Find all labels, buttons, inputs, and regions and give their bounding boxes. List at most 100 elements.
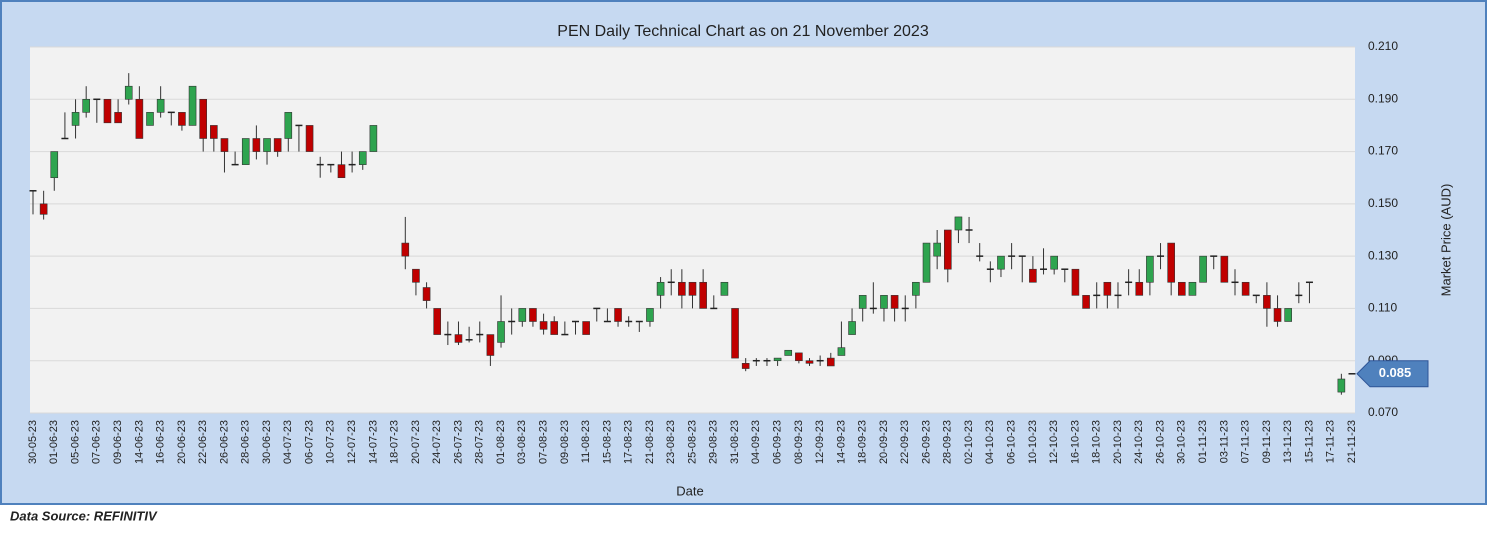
candle-body	[305, 125, 314, 152]
candle-body	[922, 242, 931, 283]
x-tick-label: 23-08-23	[665, 420, 677, 464]
candle-body	[231, 163, 239, 166]
candle-body	[710, 307, 718, 310]
candle-body	[593, 307, 601, 310]
candle-body	[93, 98, 101, 101]
x-tick-label: 07-08-23	[537, 420, 549, 464]
candle-body	[1157, 255, 1165, 257]
x-tick-label: 28-09-23	[942, 420, 954, 464]
candle-body	[667, 281, 675, 284]
candle-body	[752, 359, 760, 362]
candle-body	[880, 295, 888, 309]
x-tick-label: 29-08-23	[708, 420, 720, 464]
candle-body	[316, 163, 324, 166]
candle-body	[273, 138, 282, 152]
candle-body	[284, 112, 293, 139]
x-tick-label: 31-08-23	[729, 420, 741, 464]
candle-body	[550, 321, 559, 335]
y-tick-label: 0.070	[1368, 405, 1398, 419]
candle-body	[199, 98, 207, 139]
candle-body	[1114, 294, 1122, 297]
candle-body	[465, 339, 473, 341]
y-tick-label: 0.210	[1368, 39, 1398, 53]
x-tick-label: 15-11-23	[1303, 420, 1315, 463]
x-tick-label: 26-10-23	[1154, 420, 1166, 464]
candle-body	[50, 151, 59, 179]
candle-body	[635, 320, 643, 323]
x-tick-label: 01-06-23	[48, 420, 60, 464]
x-tick-label: 09-11-23	[1261, 420, 1273, 463]
candle-body	[1008, 255, 1016, 257]
x-tick-label: 16-06-23	[155, 420, 167, 464]
x-tick-label: 01-11-23	[1197, 420, 1209, 463]
candle-body	[327, 163, 335, 166]
candle-body	[210, 125, 218, 139]
candle-body	[943, 229, 952, 270]
candle-body	[656, 281, 665, 296]
x-tick-label: 26-09-23	[920, 420, 932, 464]
candle-body	[167, 111, 175, 114]
candle-body	[1135, 281, 1144, 296]
x-tick-label: 04-09-23	[750, 420, 762, 464]
candle-body	[1082, 295, 1090, 309]
x-tick-label: 04-10-23	[984, 420, 996, 464]
candle-body	[954, 216, 963, 231]
candle-body	[1348, 373, 1356, 375]
candle-body	[561, 333, 569, 336]
x-tick-label: 03-08-23	[516, 420, 528, 464]
candle-body	[518, 308, 527, 322]
candle-body	[1178, 281, 1186, 296]
candle-body	[571, 320, 579, 323]
candle-body	[858, 295, 867, 309]
candle-body	[29, 190, 37, 192]
x-tick-label: 28-06-23	[240, 420, 252, 464]
y-tick-label: 0.170	[1368, 144, 1398, 158]
x-tick-label: 12-10-23	[1048, 420, 1060, 464]
candle-body	[731, 308, 739, 359]
x-tick-label: 21-08-23	[644, 420, 656, 464]
candle-body	[1188, 281, 1197, 296]
candle-body	[82, 98, 90, 113]
x-tick-label: 03-11-23	[1218, 420, 1230, 463]
x-tick-label: 04-07-23	[282, 420, 294, 464]
candle-body	[1125, 281, 1133, 284]
candle-body	[1220, 255, 1229, 283]
candle-body	[1199, 255, 1207, 283]
candle-body	[412, 268, 420, 283]
candle-body	[997, 255, 1005, 270]
x-tick-label: 17-11-23	[1325, 420, 1337, 463]
candle-body	[422, 287, 431, 301]
candle-body	[976, 255, 984, 257]
x-tick-label: 08-09-23	[793, 420, 805, 464]
y-tick-label: 0.130	[1368, 248, 1398, 262]
x-tick-label: 12-07-23	[346, 420, 358, 464]
x-tick-label: 09-06-23	[112, 420, 124, 464]
candle-body	[986, 268, 994, 270]
x-tick-label: 21-11-23	[1346, 420, 1358, 463]
candle-body	[1061, 268, 1069, 270]
x-tick-label: 16-10-23	[1069, 420, 1081, 464]
x-tick-label: 18-09-23	[857, 420, 869, 464]
candle-body	[826, 357, 835, 367]
candle-body	[1040, 268, 1048, 270]
candle-body	[1050, 255, 1058, 270]
candle-body	[124, 85, 133, 100]
candle-body	[241, 138, 250, 165]
candle-body	[763, 359, 771, 362]
candle-body	[103, 98, 112, 124]
source-note: Data Source: REFINITIV	[10, 508, 158, 523]
candle-body	[369, 125, 378, 152]
candle-body	[337, 164, 346, 179]
x-tick-label: 30-05-23	[27, 420, 39, 464]
x-tick-label: 10-07-23	[325, 420, 337, 464]
candle-body	[156, 98, 165, 113]
y-tick-label: 0.190	[1368, 91, 1398, 105]
candle-body	[486, 334, 495, 356]
x-tick-label: 22-06-23	[197, 420, 209, 464]
candle-body	[476, 333, 484, 336]
candle-body	[252, 138, 261, 152]
candle-body	[1071, 268, 1080, 296]
candle-body	[699, 281, 707, 309]
x-tick-label: 17-08-23	[623, 420, 635, 464]
